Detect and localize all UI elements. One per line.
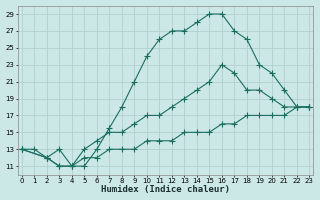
X-axis label: Humidex (Indice chaleur): Humidex (Indice chaleur) — [101, 185, 230, 194]
